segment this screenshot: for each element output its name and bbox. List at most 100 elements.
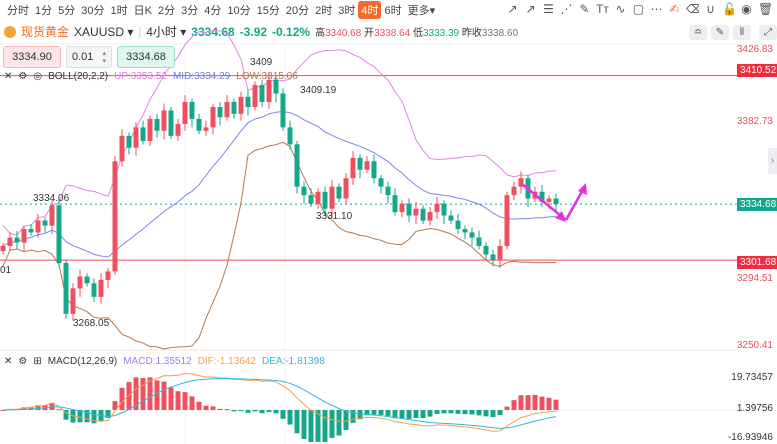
macd-bar	[49, 402, 55, 410]
macd-bar	[224, 409, 230, 411]
timeframe-14[interactable]: 4时	[358, 1, 382, 19]
quantity-stepper[interactable]: 0.01 ▴ ▾	[66, 46, 112, 68]
gold-coin-icon	[4, 25, 16, 38]
settings-icon[interactable]: ⚙	[18, 71, 28, 82]
timeframe-4[interactable]: 1时	[110, 5, 128, 17]
timeframe-15[interactable]: 6时	[384, 5, 402, 17]
drawing-tool-icon[interactable]: ✍	[669, 2, 680, 16]
timeframe-0[interactable]: 分时	[7, 5, 29, 17]
timeframe-1[interactable]: 1分	[35, 5, 53, 17]
local-high-annotation: 3334.06	[33, 193, 70, 204]
drawing-tool-icon[interactable]: ⌫	[686, 2, 699, 16]
timeframe-6[interactable]: 2分	[157, 5, 176, 17]
candle-body	[406, 203, 412, 216]
candle-body	[511, 186, 517, 196]
candle-body	[301, 186, 307, 196]
macd-bar	[469, 410, 475, 415]
macd-bar	[553, 399, 559, 410]
symbol-selector[interactable]: XAUUSD ▾	[74, 24, 134, 39]
candle-body	[420, 208, 426, 221]
timeframe-16[interactable]: 更多▾	[407, 5, 436, 17]
candle-body	[546, 198, 552, 202]
macd-bar	[308, 410, 314, 442]
drawing-tool-icon[interactable]: ↗	[507, 2, 518, 16]
timeframe-12[interactable]: 2时	[315, 5, 333, 17]
local-low-annotation: 3331.10	[316, 211, 353, 222]
candle-body	[357, 157, 363, 170]
scroll-tab[interactable]: ›	[768, 148, 777, 174]
drawing-tool-icon[interactable]: ☰	[543, 2, 554, 16]
macd-bar	[511, 400, 517, 410]
macd-bar	[378, 410, 384, 415]
timeframe-11[interactable]: 20分	[285, 5, 310, 17]
drawing-tool-icon[interactable]: ∪	[706, 2, 715, 16]
drawing-tool-icon[interactable]: ◉	[741, 2, 752, 16]
macd-bar	[217, 408, 223, 410]
macd-bar	[329, 410, 335, 438]
timeframe-9[interactable]: 10分	[227, 5, 251, 17]
boll-upper-line	[2, 29, 557, 236]
candle-body	[147, 118, 153, 141]
candle-body	[273, 79, 279, 94]
boll-mid-line	[2, 111, 557, 258]
candle-body	[231, 101, 237, 114]
candle-body	[0, 246, 6, 252]
macd-bar	[483, 410, 489, 417]
macd-bar	[147, 377, 153, 410]
settings-icon[interactable]: ⚙	[18, 356, 28, 367]
remove-icon[interactable]: ✕	[4, 71, 13, 82]
candle-body	[343, 178, 349, 199]
timeframe-3[interactable]: 30分	[81, 5, 105, 17]
eye-icon[interactable]: ◎	[33, 71, 43, 82]
drawing-tool-icon[interactable]: ▢	[632, 2, 645, 16]
level-tag-top: 3410.52	[737, 64, 777, 77]
macd-bar	[210, 406, 216, 410]
buy-button[interactable]: 3334.68	[117, 46, 175, 68]
candle-body	[504, 195, 510, 247]
macd-bar	[245, 410, 251, 413]
arrow-up-line	[564, 187, 586, 221]
macd-bar	[203, 405, 209, 410]
remove-icon[interactable]: ✕	[4, 356, 13, 367]
drawing-tool-icon[interactable]: 🗑	[758, 2, 771, 16]
timeframe-8[interactable]: 4分	[204, 5, 222, 17]
low-value: 3333.39	[422, 28, 460, 39]
symbol-name: 现货黄金	[21, 25, 70, 39]
timeframe-10[interactable]: 15分	[256, 5, 280, 17]
expand-icon[interactable]: ⊞	[33, 356, 42, 367]
drawing-tool-icon[interactable]: ∿	[615, 2, 626, 16]
fullscreen-icon[interactable]: ⤢	[759, 25, 777, 40]
candle-body	[441, 203, 447, 216]
macd-axis-label: 19.73457	[731, 372, 773, 383]
drawing-tool-icon[interactable]: ⋯	[650, 2, 663, 16]
indicator-icon[interactable]: ≏	[689, 25, 707, 40]
timeframe-13[interactable]: 3时	[338, 5, 356, 17]
macd-bar	[476, 410, 482, 416]
timeframe-7[interactable]: 3分	[181, 5, 199, 17]
candle-body	[196, 118, 202, 131]
macd-bar	[280, 410, 286, 419]
drawing-tool-icon[interactable]: ↗	[525, 2, 536, 16]
candle-body	[126, 135, 132, 148]
drawing-tool-icon[interactable]: Tт	[596, 2, 609, 16]
timeframe-5[interactable]: 日K	[133, 5, 152, 17]
drawing-tool-icon[interactable]: ✎	[579, 2, 590, 16]
macd-bar	[63, 410, 69, 420]
draw-icon[interactable]: ✎	[711, 25, 729, 40]
macd-bar	[441, 410, 447, 414]
timeframe-2[interactable]: 5分	[58, 5, 76, 17]
macd-legend: ✕ ⚙ ⊞ MACD(12,26,9) MACD:1.35512 DIF:-1.13…	[4, 356, 325, 367]
macd-bar	[434, 410, 440, 414]
candle-body	[84, 276, 90, 284]
candle-body	[91, 283, 97, 297]
drawing-tool-icon[interactable]: 🔓	[722, 2, 735, 16]
drawing-tool-icon[interactable]: ⋰	[560, 2, 573, 16]
sell-button[interactable]: 3334.90	[3, 46, 61, 68]
period-selector[interactable]: 4小时 ▾	[146, 25, 187, 39]
candle-type-icon[interactable]: ⫴	[733, 25, 751, 40]
candle-body	[413, 208, 419, 216]
candle-body	[42, 220, 48, 226]
candle-body	[49, 205, 55, 226]
macd-bar	[301, 410, 307, 440]
